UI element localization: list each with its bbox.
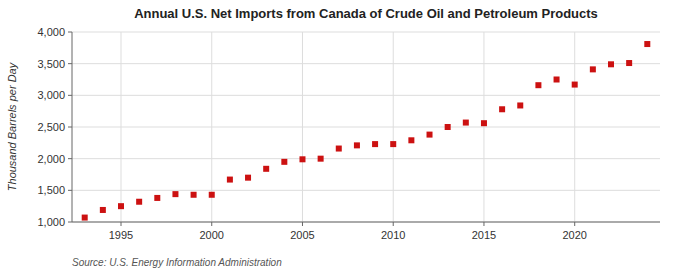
point — [354, 142, 360, 148]
point — [227, 177, 233, 183]
tick-label: 1,500 — [37, 184, 65, 196]
tick-label: 3,500 — [37, 58, 65, 70]
point — [118, 203, 124, 209]
tick-label: 1995 — [109, 229, 133, 241]
point — [572, 82, 578, 88]
point — [408, 137, 414, 143]
point — [590, 66, 596, 72]
grid-line — [121, 32, 122, 222]
grid-line — [72, 32, 660, 33]
tick-label: 2000 — [199, 229, 223, 241]
point — [245, 175, 251, 181]
grid — [72, 32, 660, 222]
y-axis-label: Thousand Barrels per Day — [6, 61, 18, 191]
tick-mark — [68, 158, 72, 159]
point — [209, 192, 215, 198]
point — [82, 215, 88, 221]
tick-label: 2020 — [562, 229, 586, 241]
point — [318, 156, 324, 162]
tick-mark — [574, 222, 575, 226]
tick-label: 2010 — [381, 229, 405, 241]
point — [281, 159, 287, 165]
x-axis-line — [72, 222, 660, 223]
tick-mark — [68, 190, 72, 191]
point — [427, 132, 433, 138]
title: Annual U.S. Net Imports from Canada of C… — [134, 6, 598, 21]
tick-label: 2015 — [472, 229, 496, 241]
tick-mark — [68, 95, 72, 96]
axes: 1,000 1,500 2,000 2,500 3,000 3,500 4,000 1995 2… — [37, 26, 660, 241]
grid-line — [72, 127, 660, 128]
point — [445, 124, 451, 130]
grid-line — [72, 222, 660, 223]
tick-mark — [393, 222, 394, 226]
point — [154, 195, 160, 201]
tick-label: 4,000 — [37, 26, 65, 38]
tick-mark — [68, 127, 72, 128]
tick-label: 2,500 — [37, 121, 65, 133]
point — [172, 191, 178, 197]
data-points — [82, 41, 651, 221]
tick-mark — [302, 222, 303, 226]
point — [499, 106, 505, 112]
tick-label: 1,000 — [37, 216, 65, 228]
tick-mark — [68, 222, 72, 223]
grid-line — [72, 158, 660, 159]
tick-mark — [211, 222, 212, 226]
chart: Annual U.S. Net Imports from Canada of C… — [0, 0, 675, 275]
tick-mark — [68, 32, 72, 33]
point — [481, 120, 487, 126]
point — [263, 166, 269, 172]
grid-line — [72, 190, 660, 191]
point — [517, 102, 523, 108]
point — [299, 156, 305, 162]
tick-label: 2,000 — [37, 153, 65, 165]
grid-line — [483, 32, 484, 222]
point — [554, 77, 560, 83]
annotation: Source: U.S. Energy Information Administ… — [72, 257, 282, 268]
tick-mark — [121, 222, 122, 226]
grid-line — [302, 32, 303, 222]
point — [390, 141, 396, 147]
tick-label: 3,000 — [37, 89, 65, 101]
point — [626, 60, 632, 66]
point — [136, 199, 142, 205]
point — [535, 82, 541, 88]
tick-label: 2005 — [290, 229, 314, 241]
point — [644, 41, 650, 47]
grid-line — [72, 63, 660, 64]
grid-line — [72, 95, 660, 96]
point — [372, 141, 378, 147]
y-axis-line — [72, 32, 73, 222]
point — [100, 207, 106, 213]
grid-line — [574, 32, 575, 222]
point — [191, 192, 197, 198]
point — [336, 146, 342, 152]
point — [608, 61, 614, 67]
grid-line — [393, 32, 394, 222]
tick-mark — [483, 222, 484, 226]
tick-mark — [68, 63, 72, 64]
point — [463, 120, 469, 126]
